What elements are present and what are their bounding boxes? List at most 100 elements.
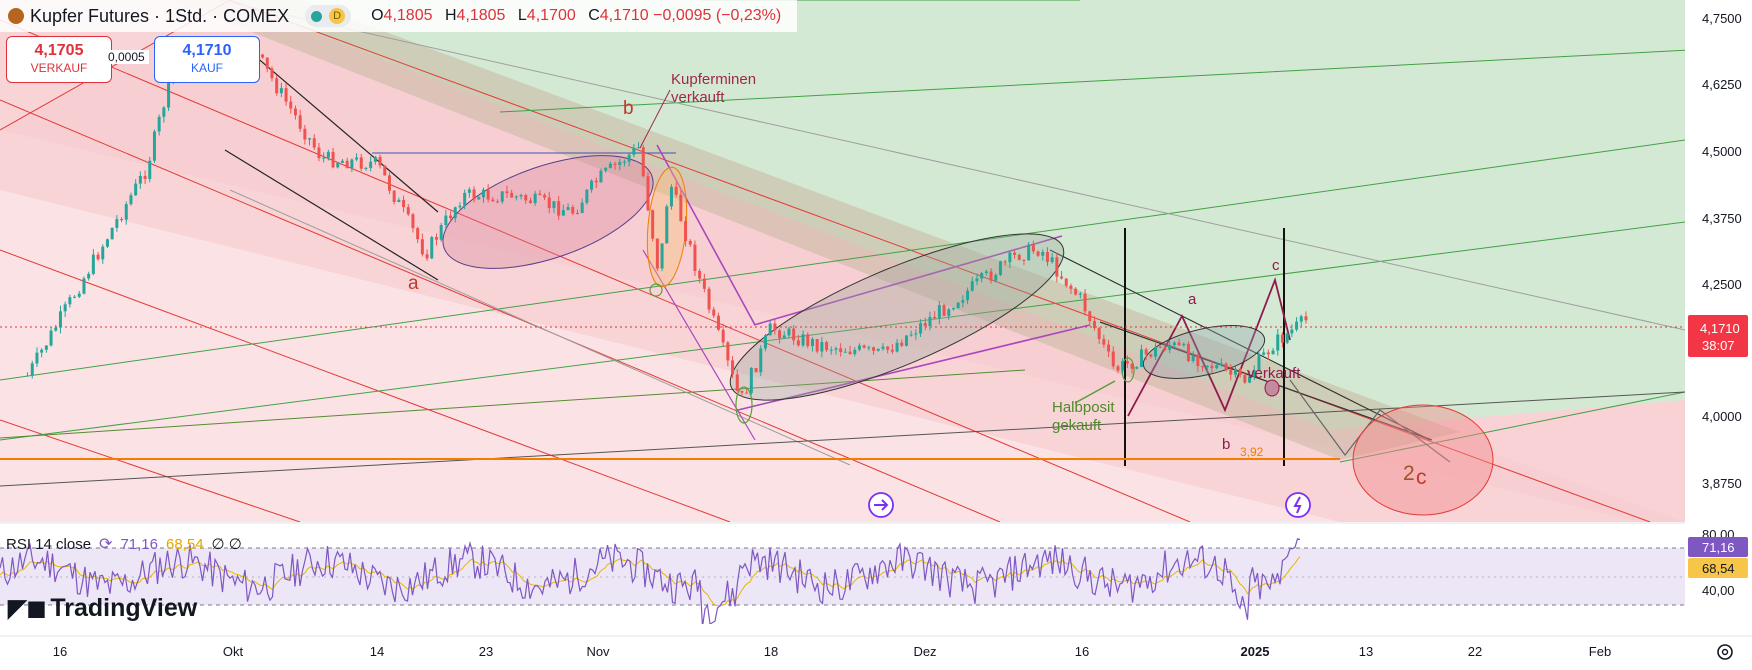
candle-body — [58, 311, 62, 328]
annotation-wave-2: 2 — [1403, 462, 1415, 485]
candle-body — [1060, 276, 1064, 279]
annotation-wave-c: c — [1416, 466, 1427, 489]
candle-body — [68, 297, 72, 305]
candle-body — [35, 352, 39, 364]
candle-body — [73, 296, 77, 298]
rsi-ma-value: 68,54 — [166, 535, 204, 553]
candle-body — [134, 183, 138, 196]
candle-body — [937, 305, 941, 319]
candle-body — [1229, 369, 1233, 375]
candle-body — [980, 273, 984, 279]
last-price-label: 4,1710 38:07 — [1688, 315, 1748, 357]
price-tick: 4,6250 — [1702, 77, 1742, 92]
candle-body — [1285, 333, 1289, 343]
candle-body — [773, 323, 777, 331]
candle-body — [491, 199, 495, 202]
candle-body — [716, 315, 720, 330]
rsi-ma-badge: 68,54 — [1702, 561, 1735, 576]
last-price-value: 4,1710 — [1700, 321, 1740, 336]
time-tick: 16 — [1075, 644, 1089, 659]
candle-body — [458, 205, 462, 208]
candle-body — [561, 210, 565, 216]
candle-body — [312, 138, 316, 148]
ohlc-close-value: 4,1710 −0,0095 (−0,23%) — [599, 7, 782, 24]
candle-body — [1111, 351, 1115, 367]
sell-button[interactable]: 4,1705 VERKAUF — [6, 36, 112, 83]
candle-body — [759, 348, 763, 373]
refresh-icon[interactable]: ⟳ — [99, 536, 113, 553]
candle-body — [148, 160, 152, 179]
candle-body — [919, 323, 923, 334]
symbol-title[interactable]: Kupfer Futures · 1Std. · COMEX — [30, 5, 290, 26]
time-tick: 2025 — [1241, 644, 1270, 659]
candle-body — [265, 57, 269, 69]
candle-body — [1017, 254, 1021, 260]
candle-body — [162, 107, 166, 117]
annotation-wave-a-left: a — [408, 273, 419, 294]
candle-body — [1055, 257, 1059, 277]
candle-body — [665, 206, 669, 244]
candle-body — [1036, 251, 1040, 256]
event-lightning-icon[interactable] — [1285, 492, 1311, 518]
candle-body — [627, 154, 631, 162]
candle-body — [1172, 342, 1176, 346]
time-axis[interactable]: 16 Okt 14 23 Nov 18 Dez 16 2025 13 22 Fe… — [53, 644, 1611, 659]
candle-body — [138, 175, 142, 184]
candle-body — [707, 288, 711, 310]
event-arrow-icon[interactable] — [868, 492, 894, 518]
candle-body — [1290, 329, 1294, 334]
candle-body — [674, 186, 678, 195]
candle-body — [533, 193, 537, 204]
candle-body — [500, 191, 504, 202]
candle-body — [510, 193, 514, 198]
candle-body — [49, 330, 53, 346]
candle-body — [1125, 361, 1129, 364]
annotation-halbposit: Halbposit — [1052, 399, 1115, 416]
price-tick: 4,2500 — [1702, 277, 1742, 292]
ohlc-open-value: 4,1805 — [383, 7, 433, 24]
candle-body — [105, 239, 109, 247]
candle-body — [331, 151, 335, 168]
time-tick: Okt — [223, 644, 244, 659]
candle-body — [1139, 349, 1143, 368]
candle-body — [900, 342, 904, 346]
price-tick: 4,7500 — [1702, 11, 1742, 26]
ohlc-close-key: C — [588, 7, 600, 24]
time-tick: 18 — [764, 644, 778, 659]
candle-body — [1069, 285, 1073, 289]
tradingview-logo[interactable]: ◤◼ TradingView — [8, 594, 197, 623]
settings-gear-icon[interactable] — [1717, 644, 1733, 660]
rsi-legend[interactable]: RSI 14 close ⟳ 71,16 68,54 ∅ ∅ — [6, 534, 242, 554]
candle-body — [768, 323, 772, 336]
candle-body — [1088, 311, 1092, 322]
ohlc-readout: O4,1805 H4,1805 L4,1700 C4,1710 −0,0095 … — [371, 7, 789, 25]
candle-body — [1102, 339, 1106, 345]
candle-body — [881, 346, 885, 349]
candle-body — [496, 201, 500, 203]
price-tick: 4,0000 — [1702, 409, 1742, 424]
candle-body — [87, 273, 91, 279]
buy-button[interactable]: 4,1710 KAUF — [154, 36, 260, 83]
candle-body — [543, 194, 547, 198]
candle-body — [1050, 257, 1054, 262]
candle-body — [120, 219, 124, 221]
candle-body — [1271, 350, 1275, 355]
candle-body — [1163, 347, 1167, 350]
price-axis[interactable]: 4,7500 4,6250 4,5000 4,3750 4,2500 4,000… — [1702, 11, 1742, 491]
candle-body — [54, 327, 58, 331]
candle-body — [571, 207, 575, 214]
candle-body — [486, 189, 490, 200]
candle-body — [538, 193, 542, 195]
candle-body — [1299, 316, 1303, 322]
market-status-pill[interactable]: D — [305, 5, 352, 27]
candle-body — [1295, 321, 1299, 330]
candle-body — [951, 308, 955, 310]
annotation-wave-b-left: b — [623, 98, 634, 119]
candle-body — [1045, 251, 1049, 262]
candle-body — [350, 159, 354, 169]
delayed-data-badge: D — [329, 8, 346, 24]
candle-body — [293, 108, 297, 116]
candle-body — [1182, 343, 1186, 346]
candle-body — [876, 348, 880, 351]
